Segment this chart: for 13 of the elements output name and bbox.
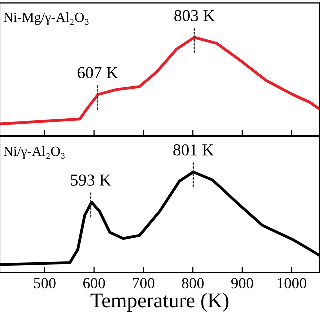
annotation: 801 K: [174, 144, 214, 156]
annotation: 803 K: [174, 10, 215, 22]
x-tick-label: 500: [34, 278, 56, 289]
x-tick-label: 800: [182, 278, 204, 289]
chart-title: Ni-Mg/γ-Al₂O₃: [4, 12, 89, 26]
chart-title: Ni/γ-Al₂O₃: [4, 146, 65, 160]
x-tick-label: 1000: [278, 278, 307, 289]
annotation: 607 K: [78, 67, 118, 79]
annotation: 593 K: [71, 174, 112, 186]
x-tick-label: 600: [84, 278, 106, 289]
x-tick-label: 900: [232, 278, 254, 289]
x-tick-label: 700: [133, 278, 155, 289]
x-axis-title: Temperature (K): [90, 293, 229, 312]
